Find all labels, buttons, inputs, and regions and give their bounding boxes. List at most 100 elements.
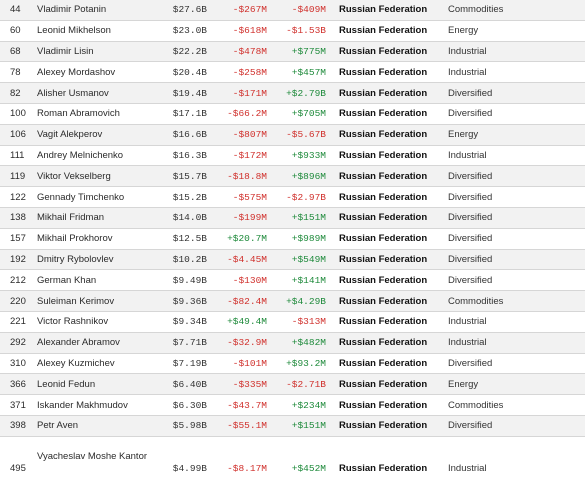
table-row[interactable]: 44 Vladimir Potanin $27.6B -$267M -$409M… [0,0,585,21]
last-change-cell: -$55.1M [227,420,267,432]
last-change-cell: -$199M [232,212,267,224]
country-cell: Russian Federation [339,66,428,78]
table-row[interactable]: 292 Alexander Abramov $7.71B -$32.9M +$4… [0,332,585,354]
net-worth-cell: $22.2B [172,45,207,57]
table-row[interactable]: 212 German Khan $9.49B -$130M +$141M Rus… [0,270,585,292]
name-cell: Alisher Usmanov [37,87,109,99]
ytd-change-cell: -$1.53B [286,25,326,37]
net-worth-cell: $15.7B [172,170,207,182]
rank-cell: 82 [10,87,21,99]
ytd-change-cell: +$896M [291,170,326,182]
net-worth-cell: $10.2B [172,253,207,265]
table-row[interactable]: 221 Victor Rashnikov $9.34B +$49.4M -$31… [0,312,585,333]
country-cell: Russian Federation [339,129,428,141]
net-worth-cell: $19.4B [172,87,207,99]
ytd-change-cell: +$93.2M [286,357,326,369]
table-row[interactable]: 106 Vagit Alekperov $16.6B -$807M -$5.67… [0,124,585,146]
table-row[interactable]: 122 Gennady Timchenko $15.2B -$575M -$2.… [0,187,585,208]
name-cell: Gennady Timchenko [37,191,125,203]
net-worth-cell: $9.34B [172,316,207,328]
ytd-change-cell: -$2.71B [286,378,326,390]
rank-cell: 310 [10,357,26,369]
industry-cell: Diversified [448,253,493,265]
last-change-cell: +$20.7M [227,233,267,245]
name-cell: Petr Aven [37,420,79,432]
last-change-cell: -$130M [232,274,267,286]
last-change-cell: -$66.2M [227,108,267,120]
name-cell: Suleiman Kerimov [37,295,115,307]
ytd-change-cell: +$705M [291,108,326,120]
name-cell: Mikhail Fridman [37,212,105,224]
last-change-cell: -$172M [232,149,267,161]
industry-cell: Energy [448,25,479,37]
industry-cell: Industrial [448,149,487,161]
name-cell: Leonid Fedun [37,378,96,390]
ytd-change-cell: +$933M [291,149,326,161]
country-cell: Russian Federation [339,420,428,432]
rank-cell: 138 [10,212,26,224]
last-change-cell: -$575M [232,191,267,203]
table-row[interactable]: 192 Dmitry Rybolovlev $10.2B -$4.45M +$5… [0,249,585,271]
net-worth-cell: $16.6B [172,129,207,141]
rank-cell: 60 [10,25,21,37]
country-cell: Russian Federation [339,87,428,99]
last-change-cell: -$171M [232,87,267,99]
table-row[interactable]: 100 Roman Abramovich $17.1B -$66.2M +$70… [0,104,585,125]
ytd-change-cell: +$482M [291,337,326,349]
net-worth-cell: $5.98B [172,420,207,432]
table-row[interactable]: 82 Alisher Usmanov $19.4B -$171M +$2.79B… [0,83,585,104]
country-cell: Russian Federation [339,337,428,349]
ytd-change-cell: +$2.79B [286,87,326,99]
net-worth-cell: $17.1B [172,108,207,120]
ytd-change-cell: +$151M [291,420,326,432]
name-cell: Iskander Makhmudov [37,399,128,411]
name-cell: Alexey Mordashov [37,66,116,78]
net-worth-cell: $9.36B [172,295,207,307]
table-row[interactable]: 111 Andrey Melnichenko $16.3B -$172M +$9… [0,146,585,167]
net-worth-cell: $4.99B [172,462,207,474]
table-row[interactable]: 138 Mikhail Fridman $14.0B -$199M +$151M… [0,207,585,229]
table-row[interactable]: 371 Iskander Makhmudov $6.30B -$43.7M +$… [0,395,585,416]
ytd-change-cell: +$141M [291,274,326,286]
table-row[interactable]: 157 Mikhail Prokhorov $12.5B +$20.7M +$9… [0,229,585,250]
country-cell: Russian Federation [339,399,428,411]
industry-cell: Diversified [448,87,493,99]
table-row[interactable]: 398 Petr Aven $5.98B -$55.1M +$151M Russ… [0,415,585,437]
name-cell: Vyacheslav Moshe Kantor [37,451,148,463]
rank-cell: 78 [10,66,21,78]
table-row[interactable]: 60 Leonid Mikhelson $23.0B -$618M -$1.53… [0,21,585,42]
rank-cell: 221 [10,316,26,328]
table-row[interactable]: 495 Vyacheslav Moshe Kantor $4.99B -$8.1… [0,437,585,477]
name-cell: Alexander Abramov [37,337,120,349]
country-cell: Russian Federation [339,191,428,203]
ytd-change-cell: -$409M [291,4,326,16]
net-worth-cell: $27.6B [172,4,207,16]
country-cell: Russian Federation [339,295,428,307]
country-cell: Russian Federation [339,170,428,182]
name-cell: Alexey Kuzmichev [37,357,115,369]
last-change-cell: -$8.17M [227,462,267,474]
table-row[interactable]: 68 Vladimir Lisin $22.2B -$478M +$775M R… [0,41,585,63]
net-worth-cell: $14.0B [172,212,207,224]
industry-cell: Industrial [448,462,487,474]
last-change-cell: -$4.45M [227,253,267,265]
ytd-change-cell: +$452M [291,462,326,474]
table-row[interactable]: 220 Suleiman Kerimov $9.36B -$82.4M +$4.… [0,291,585,312]
name-cell: Dmitry Rybolovlev [37,253,114,265]
name-cell: Leonid Mikhelson [37,25,111,37]
table-row[interactable]: 310 Alexey Kuzmichev $7.19B -$101M +$93.… [0,354,585,375]
name-cell: Vladimir Potanin [37,4,107,16]
table-row[interactable]: 78 Alexey Mordashov $20.4B -$258M +$457M… [0,62,585,84]
last-change-cell: -$18.8M [227,170,267,182]
country-cell: Russian Federation [339,25,428,37]
last-change-cell: -$267M [232,4,267,16]
ytd-change-cell: +$151M [291,212,326,224]
table-row[interactable]: 119 Viktor Vekselberg $15.7B -$18.8M +$8… [0,166,585,188]
country-cell: Russian Federation [339,108,428,120]
industry-cell: Diversified [448,233,493,245]
country-cell: Russian Federation [339,233,428,245]
table-row[interactable]: 366 Leonid Fedun $6.40B -$335M -$2.71B R… [0,374,585,396]
industry-cell: Diversified [448,420,493,432]
country-cell: Russian Federation [339,274,428,286]
rank-cell: 157 [10,233,26,245]
